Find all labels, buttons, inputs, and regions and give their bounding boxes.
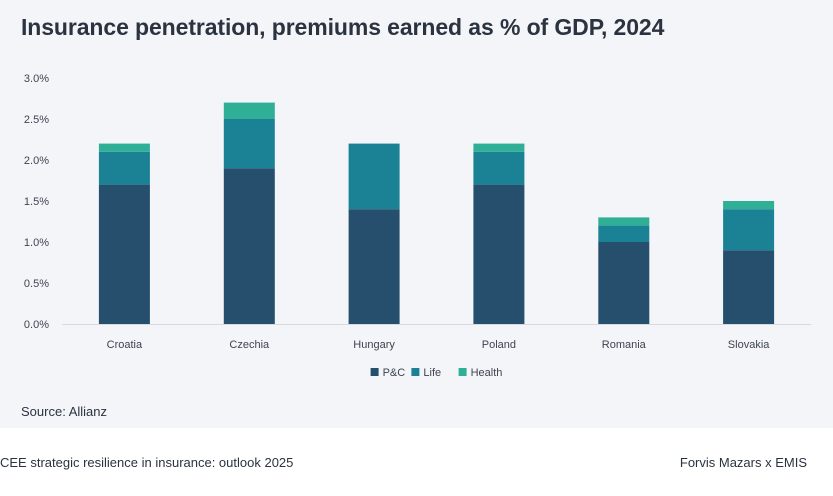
- legend-swatch-pc: [370, 368, 379, 376]
- bar-poland-life: [473, 151, 525, 185]
- bar-croatia-health: [98, 143, 150, 152]
- chart-title: Insurance penetration, premiums earned a…: [21, 14, 665, 40]
- bar-czechia-pc: [223, 168, 275, 324]
- x-tick-label: Hungary: [353, 339, 395, 351]
- x-tick-label: Croatia: [107, 339, 143, 351]
- bar-slovakia-pc: [723, 250, 775, 324]
- stacked-bar-chart: 0.0% 0.5% 1.0% 1.5% 2.0% 2.5% 3.0% Croatia Czec…: [24, 73, 811, 379]
- y-tick-label: 2.0%: [24, 155, 49, 167]
- legend-swatch-life: [411, 368, 420, 376]
- bar-czechia-life: [223, 119, 275, 169]
- y-tick-label: 0.0%: [24, 319, 49, 331]
- legend-label-health: Health: [471, 367, 503, 379]
- bar-croatia-pc: [98, 184, 150, 324]
- bar-croatia-life: [98, 151, 150, 185]
- legend: P&C Life Health: [370, 367, 503, 379]
- bar-poland-pc: [473, 184, 525, 324]
- x-tick-label: Czechia: [229, 339, 270, 351]
- y-tick-label: 1.0%: [24, 237, 49, 249]
- x-tick-label: Poland: [482, 339, 516, 351]
- x-tick-label: Romania: [602, 339, 647, 351]
- bar-slovakia-health: [723, 201, 775, 210]
- footer-brand: Forvis Mazars x EMIS: [679, 455, 807, 470]
- y-axis-ticks: 0.0% 0.5% 1.0% 1.5% 2.0% 2.5% 3.0%: [24, 73, 49, 331]
- y-tick-label: 0.5%: [24, 278, 49, 290]
- footer-report-title: CEE strategic resilience in insurance: o…: [0, 455, 294, 470]
- y-tick-label: 3.0%: [24, 73, 49, 85]
- x-tick-label: Slovakia: [728, 339, 770, 351]
- legend-label-pc: P&C: [383, 367, 406, 379]
- bar-romania-health: [598, 217, 650, 226]
- bar-slovakia-life: [723, 209, 775, 251]
- bar-romania-pc: [598, 242, 650, 324]
- bars-group: [98, 102, 775, 324]
- bar-poland-health: [473, 143, 525, 152]
- legend-swatch-health: [458, 368, 467, 376]
- source-note: Source: Allianz: [21, 404, 107, 419]
- bar-romania-life: [598, 225, 650, 242]
- legend-label-life: Life: [423, 367, 441, 379]
- bar-hungary-life: [348, 143, 400, 210]
- x-axis-labels: Croatia Czechia Hungary Poland Romania Slovak…: [107, 339, 771, 351]
- y-tick-label: 1.5%: [24, 196, 49, 208]
- bar-hungary-pc: [348, 209, 400, 324]
- bar-czechia-health: [223, 102, 275, 119]
- y-tick-label: 2.5%: [24, 114, 49, 126]
